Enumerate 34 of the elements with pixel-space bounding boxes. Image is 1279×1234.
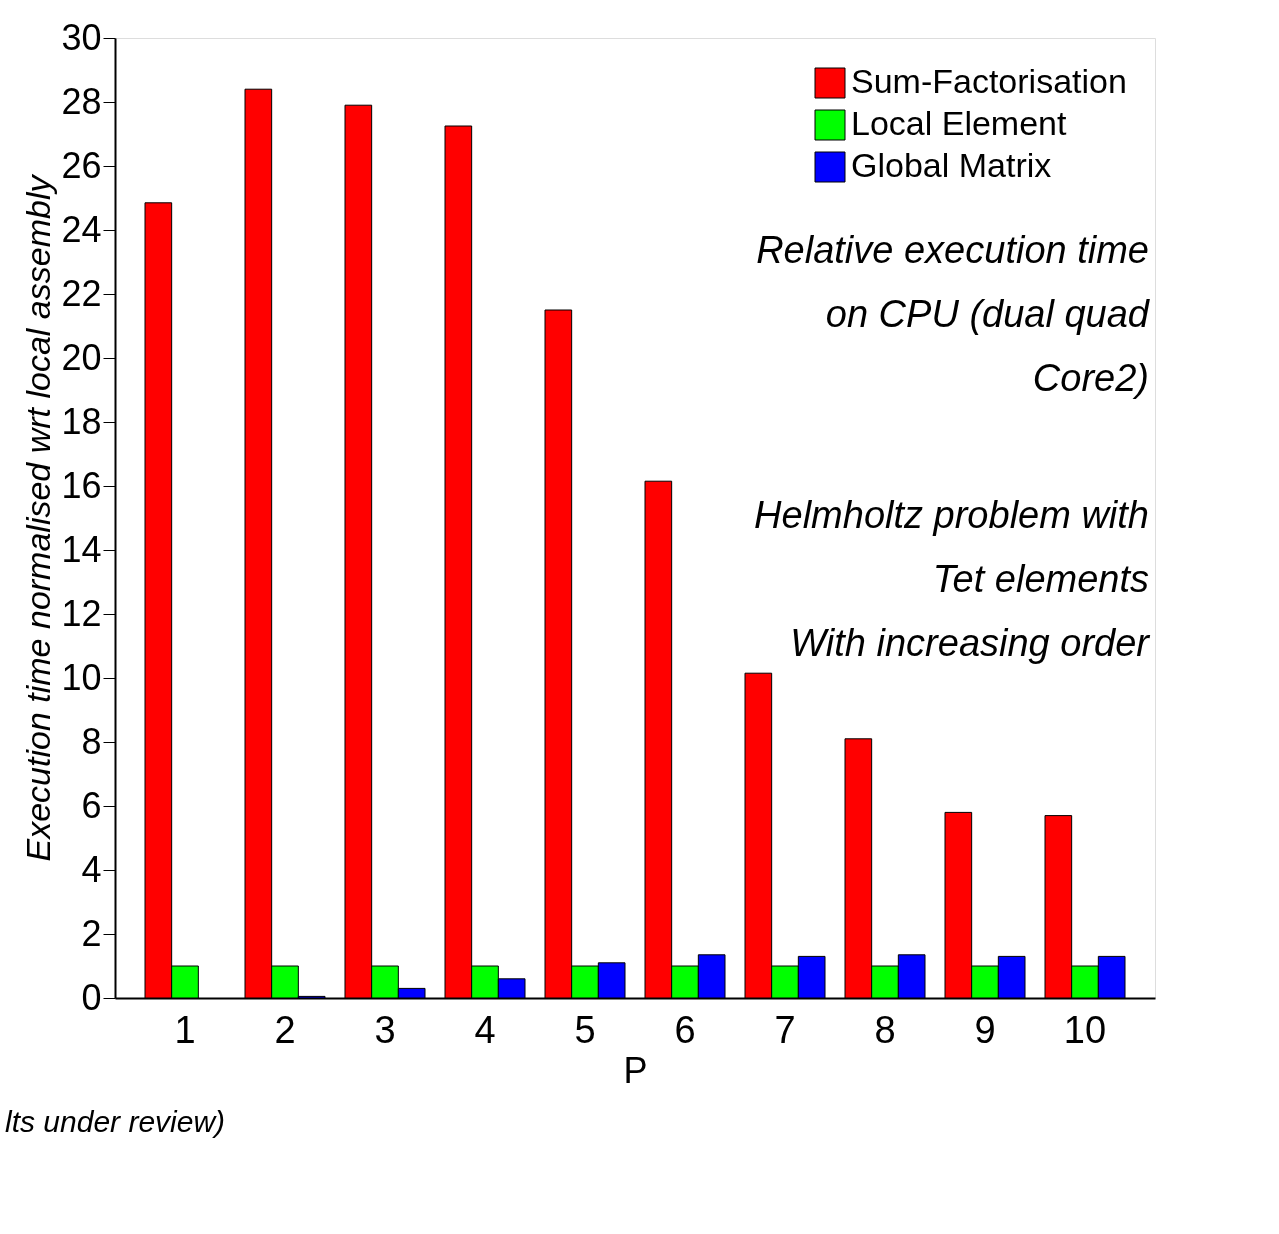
x-tick-label: 5 <box>574 1008 596 1051</box>
x-tick-label: 3 <box>374 1008 396 1051</box>
y-tick-label: 16 <box>61 464 102 506</box>
y-tick-label: 24 <box>61 208 102 250</box>
legend-label: Global Matrix <box>851 146 1052 184</box>
y-axis-title: Execution time normalised wrt local assembly <box>19 173 58 862</box>
x-axis-title: P <box>623 1049 648 1091</box>
x-tick-label: 7 <box>774 1008 796 1051</box>
x-tick-label: 8 <box>874 1008 896 1051</box>
x-tick-label: 4 <box>474 1008 496 1051</box>
annotation: Relative execution time on CPU (dual quad Core2) <box>756 229 1151 399</box>
x-tick-label: 2 <box>274 1008 296 1051</box>
y-tick-label: 2 <box>81 912 102 954</box>
y-tick-label: 6 <box>81 784 102 826</box>
y-tick-label: 26 <box>61 144 102 186</box>
y-tick-label: 22 <box>61 272 102 314</box>
annotation: Helmholtz problem with Tet elements With increasing order <box>754 494 1151 664</box>
y-tick-label: 8 <box>81 720 102 762</box>
text: lts under review) <box>5 1105 226 1138</box>
legend-label: Sum-Factorisation <box>851 62 1127 100</box>
x-tick-label: 6 <box>674 1008 696 1051</box>
y-tick-label: 4 <box>81 848 102 890</box>
y-tick-label: 0 <box>81 976 102 1018</box>
y-tick-label: 20 <box>61 336 102 378</box>
y-tick-label: 10 <box>61 656 102 698</box>
y-tick-label: 18 <box>61 400 102 442</box>
x-tick-label: 10 <box>1063 1008 1107 1051</box>
x-tick-label: 1 <box>174 1008 196 1051</box>
y-tick-label: 28 <box>61 80 102 122</box>
y-tick-label: 14 <box>61 528 102 570</box>
x-tick-label: 9 <box>974 1008 996 1051</box>
y-tick-label: 30 <box>61 16 102 58</box>
y-tick-label: 12 <box>61 592 102 634</box>
legend-label: Local Element <box>851 104 1068 142</box>
